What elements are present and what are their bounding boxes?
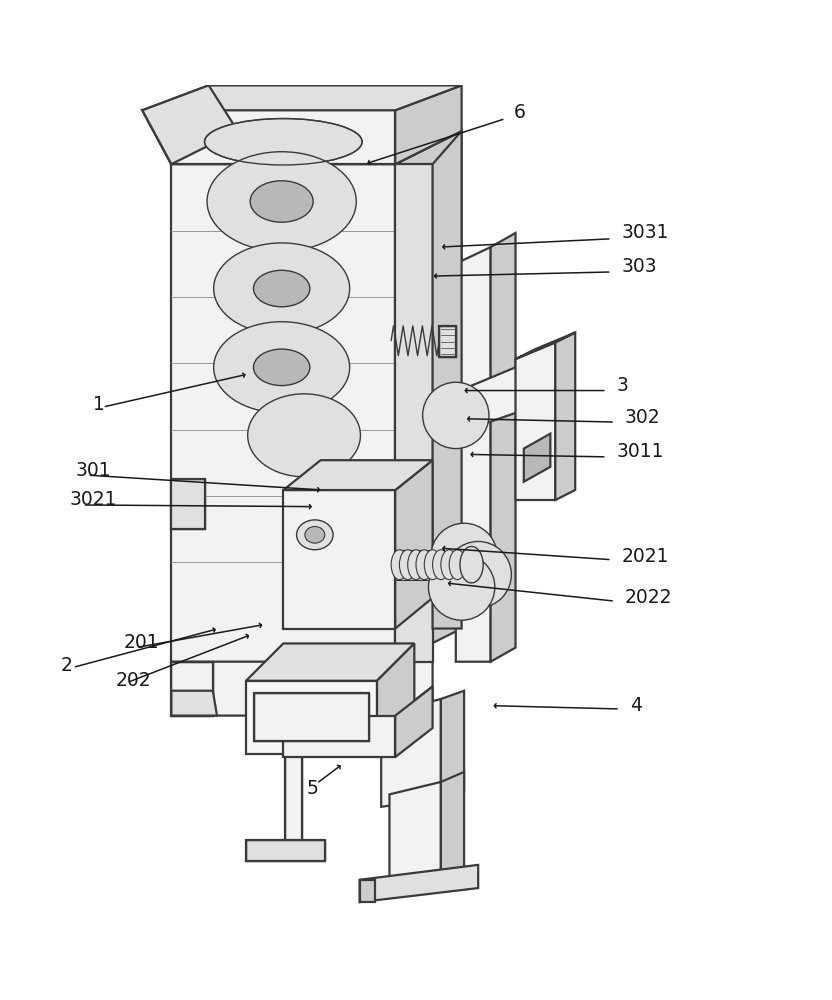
Text: 1: 1	[92, 395, 105, 414]
Ellipse shape	[399, 550, 416, 580]
Text: 3021: 3021	[69, 490, 116, 509]
Text: 303: 303	[622, 257, 657, 276]
Ellipse shape	[214, 322, 349, 413]
Polygon shape	[555, 332, 575, 500]
Ellipse shape	[254, 270, 310, 307]
Polygon shape	[491, 233, 516, 662]
Polygon shape	[456, 247, 491, 662]
Ellipse shape	[460, 546, 483, 583]
Polygon shape	[171, 479, 205, 529]
Text: 201: 201	[124, 633, 160, 652]
Polygon shape	[441, 691, 464, 799]
Ellipse shape	[408, 550, 424, 580]
Polygon shape	[142, 85, 238, 164]
Polygon shape	[395, 164, 433, 662]
Ellipse shape	[445, 541, 512, 608]
Ellipse shape	[305, 527, 324, 543]
Text: 3011: 3011	[617, 442, 664, 461]
Polygon shape	[395, 85, 462, 164]
Polygon shape	[456, 367, 547, 434]
Text: 2022: 2022	[625, 588, 672, 607]
Polygon shape	[284, 716, 395, 757]
Ellipse shape	[205, 119, 362, 165]
Ellipse shape	[207, 152, 356, 251]
Polygon shape	[171, 629, 433, 716]
Text: 2: 2	[61, 656, 73, 675]
Polygon shape	[441, 772, 464, 880]
Text: 3: 3	[617, 376, 628, 395]
Text: 4: 4	[630, 696, 642, 715]
Polygon shape	[389, 782, 441, 888]
Polygon shape	[142, 110, 395, 164]
Ellipse shape	[433, 550, 449, 580]
Ellipse shape	[250, 181, 313, 222]
Polygon shape	[395, 687, 433, 757]
Text: 3031: 3031	[622, 223, 669, 242]
Polygon shape	[359, 865, 478, 902]
Text: 301: 301	[76, 461, 111, 480]
Ellipse shape	[214, 243, 349, 334]
Polygon shape	[284, 490, 395, 629]
Polygon shape	[433, 131, 462, 629]
Polygon shape	[377, 643, 414, 754]
Ellipse shape	[248, 394, 360, 477]
Polygon shape	[285, 754, 301, 848]
Polygon shape	[142, 85, 462, 110]
Ellipse shape	[449, 550, 466, 580]
Polygon shape	[359, 880, 374, 902]
Ellipse shape	[431, 523, 498, 590]
Polygon shape	[516, 342, 555, 500]
Polygon shape	[439, 326, 456, 357]
Polygon shape	[284, 460, 433, 490]
Polygon shape	[171, 691, 217, 716]
Polygon shape	[171, 131, 462, 164]
Polygon shape	[395, 687, 433, 745]
Text: 5: 5	[306, 779, 319, 798]
Polygon shape	[381, 699, 441, 807]
Ellipse shape	[424, 550, 441, 580]
Ellipse shape	[391, 550, 408, 580]
Ellipse shape	[296, 520, 333, 550]
Ellipse shape	[428, 554, 495, 620]
Text: 202: 202	[116, 671, 151, 690]
Text: 2021: 2021	[622, 547, 669, 566]
Polygon shape	[246, 643, 414, 681]
Ellipse shape	[254, 349, 310, 386]
Polygon shape	[246, 681, 377, 754]
Ellipse shape	[423, 382, 489, 449]
Text: 302: 302	[625, 408, 661, 427]
Polygon shape	[524, 434, 550, 482]
Polygon shape	[395, 131, 462, 662]
Polygon shape	[395, 460, 433, 629]
Ellipse shape	[441, 550, 458, 580]
Polygon shape	[516, 332, 575, 359]
Polygon shape	[255, 693, 369, 741]
Ellipse shape	[416, 550, 433, 580]
Polygon shape	[171, 164, 395, 662]
Polygon shape	[171, 662, 213, 716]
Text: 6: 6	[514, 103, 526, 122]
Polygon shape	[246, 840, 324, 861]
